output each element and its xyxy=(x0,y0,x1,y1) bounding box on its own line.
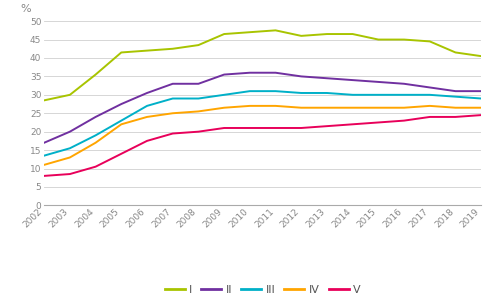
III xyxy=(401,93,407,97)
I xyxy=(401,38,407,41)
III xyxy=(221,93,227,97)
II xyxy=(401,82,407,85)
III xyxy=(478,97,484,100)
V xyxy=(144,139,150,143)
II xyxy=(144,91,150,95)
I xyxy=(93,73,99,76)
III xyxy=(427,93,433,97)
I xyxy=(118,51,124,54)
III xyxy=(144,104,150,108)
II xyxy=(118,102,124,106)
II xyxy=(67,130,73,133)
III xyxy=(118,119,124,122)
I xyxy=(41,98,47,102)
II xyxy=(93,115,99,119)
I xyxy=(247,31,253,34)
IV xyxy=(221,106,227,110)
II xyxy=(478,89,484,93)
V xyxy=(299,126,304,130)
Line: V: V xyxy=(44,115,481,176)
V xyxy=(195,130,201,133)
II xyxy=(221,73,227,76)
II xyxy=(247,71,253,75)
III xyxy=(247,89,253,93)
IV xyxy=(67,156,73,159)
Legend: I, II, III, IV, V: I, II, III, IV, V xyxy=(161,281,365,300)
Line: IV: IV xyxy=(44,106,481,165)
II xyxy=(350,78,355,82)
V xyxy=(350,123,355,126)
IV xyxy=(478,106,484,110)
III xyxy=(350,93,355,97)
IV xyxy=(247,104,253,108)
V xyxy=(93,165,99,169)
V xyxy=(273,126,278,130)
IV xyxy=(273,104,278,108)
III xyxy=(67,146,73,150)
IV xyxy=(144,115,150,119)
IV xyxy=(93,141,99,145)
V xyxy=(376,121,382,124)
V xyxy=(427,115,433,119)
I xyxy=(478,54,484,58)
V xyxy=(453,115,459,119)
IV xyxy=(350,106,355,110)
I xyxy=(376,38,382,41)
V xyxy=(170,132,176,135)
I xyxy=(453,51,459,54)
I xyxy=(195,43,201,47)
II xyxy=(41,141,47,145)
I xyxy=(299,34,304,38)
I xyxy=(67,93,73,97)
V xyxy=(221,126,227,130)
IV xyxy=(170,111,176,115)
III xyxy=(273,89,278,93)
V xyxy=(41,174,47,178)
Line: I: I xyxy=(44,31,481,100)
V xyxy=(118,152,124,156)
I xyxy=(427,40,433,43)
IV xyxy=(41,163,47,167)
III xyxy=(376,93,382,97)
IV xyxy=(453,106,459,110)
I xyxy=(324,32,330,36)
II xyxy=(324,76,330,80)
I xyxy=(273,29,278,32)
I xyxy=(170,47,176,50)
II xyxy=(170,82,176,85)
I xyxy=(221,32,227,36)
V xyxy=(401,119,407,122)
III xyxy=(453,95,459,98)
II xyxy=(195,82,201,85)
V xyxy=(67,172,73,176)
II xyxy=(376,80,382,84)
III xyxy=(93,133,99,137)
IV xyxy=(118,123,124,126)
V xyxy=(247,126,253,130)
Line: II: II xyxy=(44,73,481,143)
V xyxy=(324,124,330,128)
IV xyxy=(195,110,201,113)
I xyxy=(144,49,150,53)
II xyxy=(427,86,433,89)
II xyxy=(453,89,459,93)
Line: III: III xyxy=(44,91,481,156)
IV xyxy=(376,106,382,110)
III xyxy=(195,97,201,100)
II xyxy=(273,71,278,75)
I xyxy=(350,32,355,36)
Text: %: % xyxy=(20,4,31,14)
III xyxy=(299,91,304,95)
V xyxy=(478,113,484,117)
II xyxy=(299,75,304,78)
III xyxy=(170,97,176,100)
IV xyxy=(324,106,330,110)
IV xyxy=(401,106,407,110)
IV xyxy=(427,104,433,108)
IV xyxy=(299,106,304,110)
III xyxy=(324,91,330,95)
III xyxy=(41,154,47,157)
